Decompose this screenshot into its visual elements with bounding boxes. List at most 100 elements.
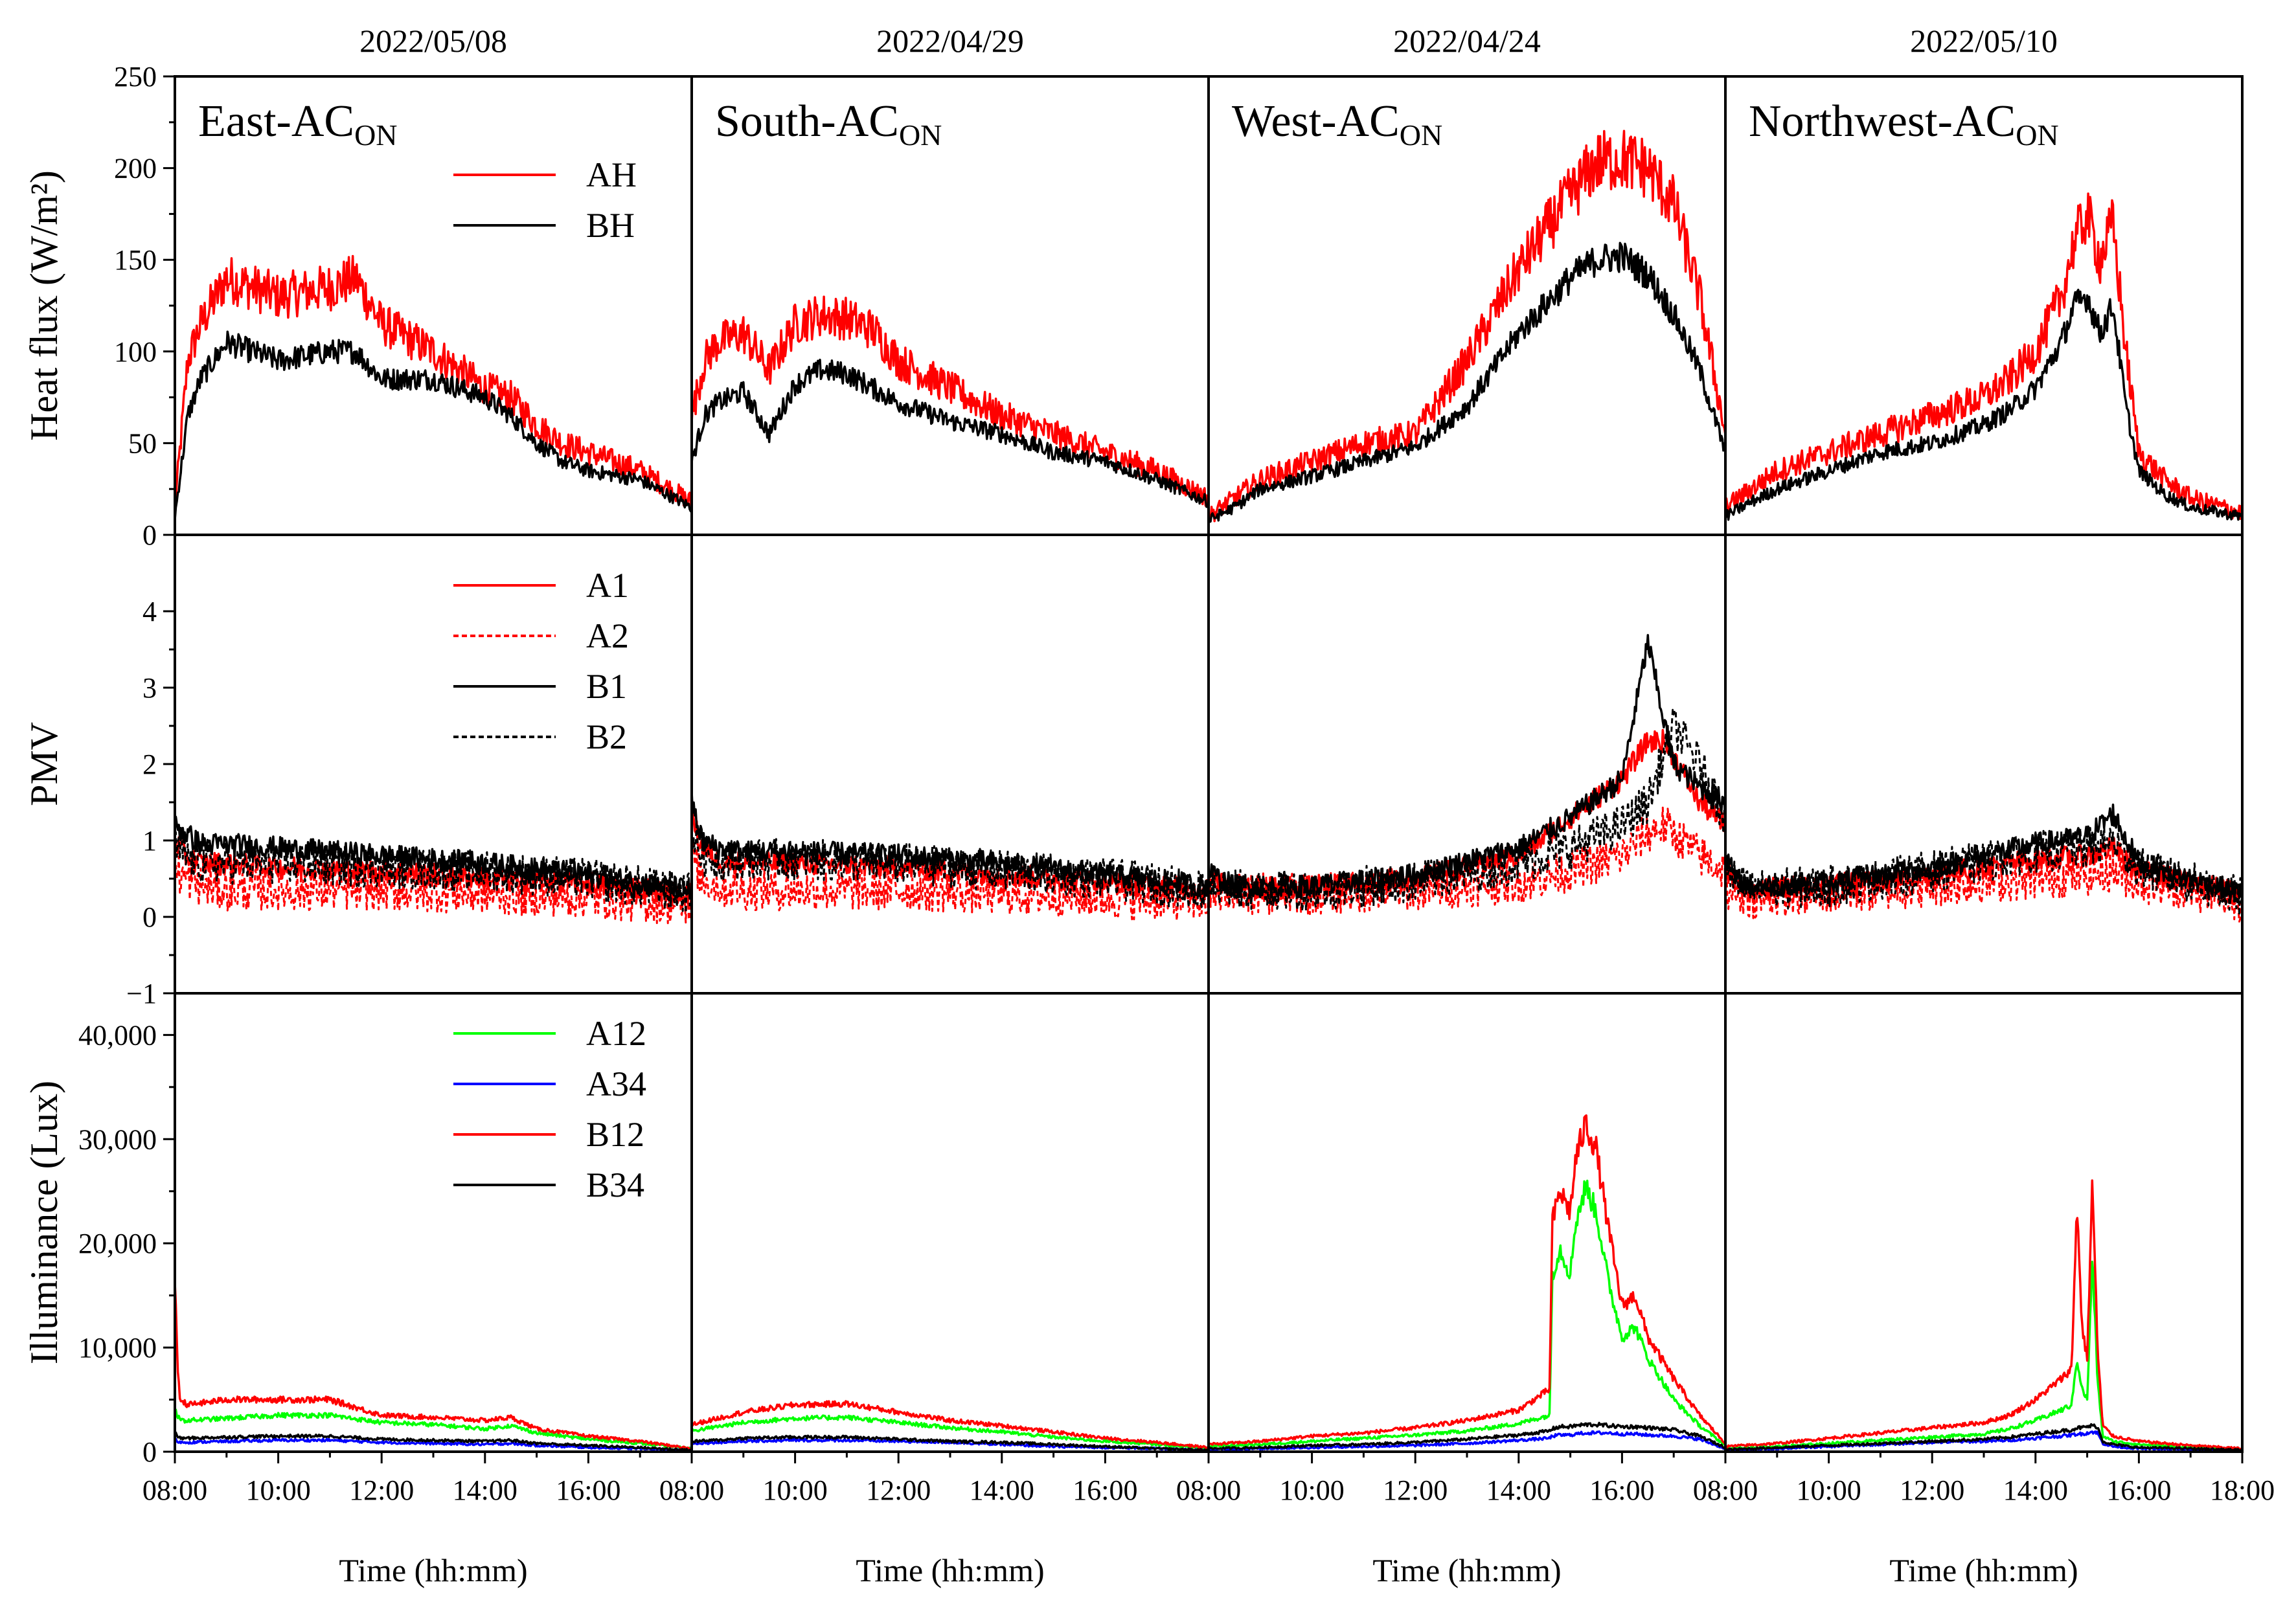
region-label-sub: ON (899, 118, 942, 152)
panel-frame-r2-c3 (1207, 534, 1727, 995)
pmv-legend-label-a2: A2 (586, 616, 629, 655)
heat_flux-ytick-label-0: 0 (142, 519, 157, 551)
panel-frame-r2-c2 (690, 534, 1210, 995)
xtick-label-c4-4: 16:00 (2106, 1474, 2171, 1506)
illuminance-legend-label-a34: A34 (586, 1065, 646, 1103)
panel-frame-r3-c3 (1207, 992, 1727, 1453)
xtick-label-c1-4: 16:00 (556, 1474, 620, 1506)
xtick-label-c2-4: 16:00 (1073, 1474, 1137, 1506)
illuminance-legend-label-b34: B34 (586, 1166, 644, 1204)
region-label-c2: South-ACON (715, 96, 942, 152)
region-label-c3: West-ACON (1232, 96, 1442, 152)
heat_flux-series-bh-panel-1 (174, 330, 692, 521)
illuminance-ytick-label-0: 0 (142, 1436, 157, 1468)
heat_flux-series-bh-panel-3 (1207, 242, 1727, 523)
illuminance-ytick-label-1: 10,000 (78, 1332, 157, 1364)
xtick-label-c4-2: 12:00 (1900, 1474, 1964, 1506)
xtick-label-c2-3: 14:00 (970, 1474, 1034, 1506)
illuminance-series-a12-panel-1 (174, 1408, 692, 1450)
date-header-c3: 2022/04/24 (1393, 23, 1541, 59)
region-label-c1: East-ACON (198, 96, 398, 152)
xtick-label-c4-1: 10:00 (1796, 1474, 1861, 1506)
pmv-ytick-label-3: 2 (142, 749, 157, 780)
region-label-c4: Northwest-ACON (1749, 96, 2059, 152)
illuminance-series-b34-panel-3 (1207, 1421, 1726, 1450)
pmv-legend-label-b2: B2 (586, 717, 627, 756)
xtick-label-c3-3: 14:00 (1486, 1474, 1551, 1506)
heat_flux-series-ah-panel-1 (174, 254, 693, 507)
xtick-label-c1-0: 08:00 (142, 1474, 207, 1506)
illuminance-series-b12-panel-2 (690, 1400, 1209, 1450)
heat_flux-ytick-label-1: 50 (128, 427, 157, 459)
xtick-label-c4-3: 14:00 (2003, 1474, 2068, 1506)
heat_flux-ytick-label-3: 150 (114, 244, 157, 276)
illuminance-series-b34-panel-4 (1725, 1423, 2243, 1452)
xlabel-c3: Time (hh:mm) (1372, 1552, 1561, 1588)
xtick-label-c2-2: 12:00 (866, 1474, 931, 1506)
panel-frames-layer (174, 75, 2244, 1453)
heat_flux-series-bh-panel-2 (690, 358, 1210, 508)
region-label-main: East-AC (198, 96, 354, 146)
heat_flux-legend-label-ah: AH (586, 155, 637, 194)
panel-frame-r2-c4 (1724, 534, 2244, 995)
heat_flux-series-ah-panel-2 (690, 295, 1210, 507)
pmv-ytick-label-2: 1 (142, 825, 157, 857)
xlabel-c2: Time (hh:mm) (856, 1552, 1044, 1588)
illuminance-series-b34-panel-1 (174, 1431, 692, 1452)
pmv-series-b1-panel-4 (1724, 803, 2244, 903)
pmv-legend-label-b1: B1 (586, 667, 627, 706)
region-label-sub: ON (1400, 118, 1442, 152)
date-header-c1: 2022/05/08 (359, 23, 507, 59)
xlabel-c1: Time (hh:mm) (339, 1552, 527, 1588)
region-label-main: South-AC (715, 96, 899, 146)
illuminance-series-a12-panel-2 (691, 1414, 1210, 1450)
pmv-ytick-label-1: 0 (142, 901, 157, 933)
pmv-series-a2-panel-2 (690, 842, 1210, 922)
illuminance-series-b12-panel-4 (1724, 1179, 2244, 1450)
date-header-c4: 2022/05/10 (1910, 23, 2058, 59)
heat_flux-ylabel: Heat flux (W/m²) (23, 170, 65, 441)
ticks-layer (163, 75, 2244, 1463)
pmv-legend-label-a1: A1 (586, 566, 629, 605)
illuminance-ytick-label-2: 20,000 (78, 1228, 157, 1259)
pmv-ytick-label-0: −1 (126, 978, 157, 1009)
xtick-label-c2-0: 08:00 (659, 1474, 724, 1506)
pmv-ytick-label-4: 3 (142, 672, 157, 704)
heat_flux-ytick-label-4: 200 (114, 153, 157, 185)
pmv-series-a2-panel-1 (174, 855, 693, 925)
heat_flux-legend-label-bh: BH (586, 206, 635, 245)
xtick-label-c3-1: 10:00 (1279, 1474, 1344, 1506)
xtick-label-c1-3: 14:00 (453, 1474, 517, 1506)
date-header-c2: 2022/04/29 (876, 23, 1024, 59)
illuminance-series-a34-panel-1 (174, 1437, 693, 1452)
illuminance-ylabel: Illuminance (Lux) (23, 1081, 65, 1364)
illuminance-ytick-label-4: 40,000 (78, 1019, 157, 1051)
legends-layer: AH BH A1 A2 B1 B2 A12 A34 B12 B34 (453, 155, 646, 1204)
pmv-series-b2-panel-4 (1724, 822, 2244, 917)
heat_flux-series-ah-panel-4 (1724, 192, 2244, 520)
region-label-sub: ON (354, 118, 397, 152)
xlabel-c4: Time (hh:mm) (1889, 1552, 2078, 1588)
xtick-label-last: 18:00 (2210, 1474, 2275, 1506)
illuminance-legend-label-a12: A12 (586, 1014, 646, 1053)
panel-frame-r3-c1 (174, 992, 693, 1453)
pmv-series-b2-panel-1 (174, 829, 693, 914)
xtick-label-c1-1: 10:00 (245, 1474, 310, 1506)
data-lines-layer (174, 130, 2244, 1453)
illuminance-series-a12-panel-3 (1208, 1179, 1727, 1448)
labels-layer: 0 50 100 150 200 250 Heat flux (W/m²) −1 0 1 2 3 4 PM… (23, 23, 2275, 1588)
panel-frame-r3-c2 (690, 992, 1210, 1453)
xtick-label-c2-1: 10:00 (762, 1474, 827, 1506)
xtick-label-c3-2: 12:00 (1383, 1474, 1448, 1506)
pmv-series-b2-panel-3 (1207, 708, 1727, 912)
pmv-series-b2-panel-2 (690, 823, 1210, 908)
xtick-label-c1-2: 12:00 (349, 1474, 414, 1506)
panel-frame-r3-c4 (1724, 992, 2244, 1453)
region-label-main: West-AC (1232, 96, 1400, 146)
heat_flux-ytick-label-5: 250 (114, 61, 157, 93)
illuminance-series-a34-panel-3 (1208, 1430, 1726, 1452)
xtick-label-c4-0: 08:00 (1693, 1474, 1758, 1506)
region-label-sub: ON (2016, 118, 2058, 152)
xtick-label-c3-4: 16:00 (1589, 1474, 1654, 1506)
